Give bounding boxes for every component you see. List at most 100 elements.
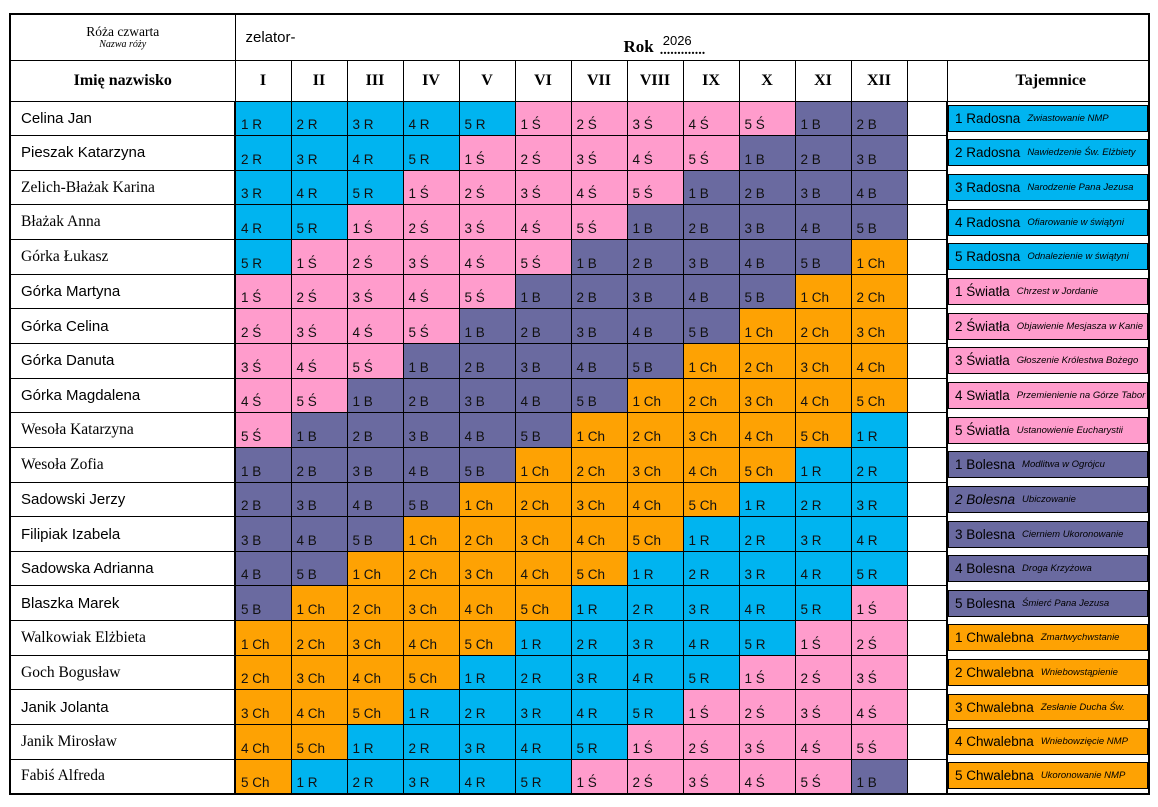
tajemnica-mystery: Ustanowienie Eucharystii: [1016, 424, 1123, 436]
tajemnica-mystery: Zmartwychwstanie: [1040, 632, 1120, 644]
tajemnica-box: 1 Chwalebna Zmartwychwstanie: [949, 624, 1149, 652]
mystery-assignment-cell: 5 Ś: [850, 724, 908, 760]
member-name: Janik Jolanta: [9, 689, 236, 726]
mystery-assignment-cell: 1 B: [402, 342, 460, 379]
mystery-assignment-cell: 1 B: [346, 377, 404, 414]
mystery-assignment-cell: 5 R: [234, 239, 292, 275]
mystery-assignment-cell: 2 Ś: [570, 100, 628, 137]
mystery-assignment-cell: 2 B: [626, 239, 684, 275]
mystery-assignment-cell: 2 B: [290, 446, 348, 483]
year-dotted-line: .............: [659, 42, 706, 58]
mystery-assignment-cell: 1 Ś: [682, 689, 740, 726]
mystery-assignment-cell: 4 Ch: [626, 481, 684, 518]
mystery-assignment-cell: 1 Ś: [738, 654, 796, 691]
mystery-assignment-cell: 5 Ch: [626, 516, 684, 552]
mystery-assignment-cell: 1 Ś: [458, 135, 516, 171]
mystery-assignment-cell: 1 Ch: [682, 342, 740, 379]
mystery-assignment-cell: 2 B: [234, 481, 292, 518]
mystery-assignment-cell: 3 Ś: [458, 204, 516, 241]
mystery-assignment-cell: 4 R: [626, 654, 684, 691]
mystery-assignment-cell: 5 B: [290, 550, 348, 587]
tajemnica-box: 5 Chwalebna Ukoronowanie NMP: [949, 762, 1149, 790]
mystery-assignment-cell: 2 B: [458, 342, 516, 379]
tajemnica-label: 4 Bolesna: [955, 561, 1016, 577]
mystery-assignment-cell: 3 Ch: [850, 308, 908, 344]
mystery-assignment-cell: 2 B: [794, 135, 852, 171]
tajemnica-cell: 5 Światła Ustanowienie Eucharystii: [945, 412, 1150, 448]
mystery-assignment-cell: 4 R: [850, 516, 908, 552]
mystery-assignment-cell: 3 B: [234, 516, 292, 552]
mystery-assignment-cell: 4 Ś: [738, 758, 796, 795]
member-name: Goch Bogusław: [9, 654, 236, 691]
mystery-assignment-cell: 1 Ś: [514, 100, 572, 137]
column-header-row: Imię nazwisko I II III IV V VI VII VIII …: [9, 59, 1150, 102]
mystery-assignment-cell: 4 Ch: [570, 516, 628, 552]
mystery-assignment-cell: 3 B: [514, 342, 572, 379]
mystery-assignment-cell: 4 Ś: [514, 204, 572, 241]
tajemnica-cell: 1 Chwalebna Zmartwychwstanie: [945, 620, 1150, 656]
mystery-assignment-cell: 5 R: [570, 724, 628, 760]
mystery-assignment-cell: 1 R: [514, 620, 572, 656]
tajemnica-box: 3 Bolesna Cierniem Ukoronowanie: [949, 520, 1149, 548]
member-name: Fabiś Alfreda: [9, 758, 236, 795]
tajemnica-label: 2 Światła: [955, 318, 1010, 334]
mystery-assignment-cell: 4 Ś: [234, 377, 292, 414]
mystery-assignment-cell: 4 Ś: [626, 135, 684, 171]
mystery-assignment-cell: 2 Ch: [514, 481, 572, 518]
spacer-cell: [906, 412, 948, 448]
tajemnica-mystery: Ofiarowanie w świątyni: [1027, 216, 1124, 228]
spacer-cell: [906, 169, 948, 206]
mystery-assignment-cell: 2 R: [514, 654, 572, 691]
mystery-assignment-cell: 2 Ś: [514, 135, 572, 171]
mystery-assignment-cell: 4 Ch: [234, 724, 292, 760]
mystery-assignment-cell: 3 Ch: [346, 620, 404, 656]
tajemnica-mystery: Odnalezienie w świątyni: [1027, 251, 1129, 263]
mystery-assignment-cell: 4 B: [738, 239, 796, 275]
mystery-assignment-cell: 5 R: [626, 689, 684, 726]
mystery-assignment-cell: 5 Ś: [738, 100, 796, 137]
mystery-assignment-cell: 3 R: [402, 758, 460, 795]
mystery-assignment-cell: 4 Ś: [458, 239, 516, 275]
tajemnica-box: 3 Radosna Narodzenie Pana Jezusa: [949, 174, 1149, 202]
mystery-assignment-cell: 3 R: [738, 550, 796, 587]
mystery-assignment-cell: 4 Ś: [290, 342, 348, 379]
mystery-assignment-cell: 2 Ch: [850, 273, 908, 310]
mystery-assignment-cell: 2 Ś: [850, 620, 908, 656]
mystery-assignment-cell: 2 Ś: [346, 239, 404, 275]
tajemnica-cell: 4 Bolesna Droga Krzyżowa: [945, 551, 1150, 586]
tajemnica-box: 5 Bolesna Śmierć Pana Jezusa: [949, 589, 1149, 617]
mystery-assignment-cell: 2 B: [402, 377, 460, 414]
mystery-assignment-cell: 2 Ch: [626, 412, 684, 448]
tajemnica-mystery: Nawiedzenie Św. Elżbiety: [1027, 147, 1136, 159]
mystery-assignment-cell: 1 Ś: [290, 239, 348, 275]
mystery-assignment-cell: 1 Ch: [570, 412, 628, 448]
member-name: Górka Martyna: [9, 273, 236, 310]
tajemnica-label: 1 Bolesna: [955, 457, 1016, 473]
spacer-cell: [906, 273, 948, 310]
mystery-assignment-cell: 4 B: [626, 308, 684, 344]
mystery-assignment-cell: 2 B: [738, 169, 796, 206]
month-header: VIII: [626, 59, 684, 102]
tajemnica-mystery: Wniebowzięcie NMP: [1040, 736, 1128, 748]
mystery-assignment-cell: 3 B: [458, 377, 516, 414]
mystery-assignment-cell: 1 Ś: [850, 585, 908, 622]
month-header: VI: [514, 59, 572, 102]
mystery-assignment-cell: 5 B: [794, 239, 852, 275]
month-header: IV: [402, 59, 460, 102]
mystery-assignment-cell: 5 R: [458, 100, 516, 137]
mystery-assignment-cell: 5 Ch: [738, 446, 796, 483]
mystery-assignment-cell: 2 R: [402, 724, 460, 760]
mystery-assignment-cell: 5 B: [626, 342, 684, 379]
mystery-assignment-cell: 2 R: [570, 620, 628, 656]
tajemnica-cell: 2 Światła Objawienie Mesjasza w Kanie: [945, 308, 1150, 344]
tajemnica-label: 4 Radosna: [955, 214, 1021, 230]
mystery-assignment-cell: 3 Ś: [290, 308, 348, 344]
member-name: Górka Magdalena: [9, 377, 236, 414]
